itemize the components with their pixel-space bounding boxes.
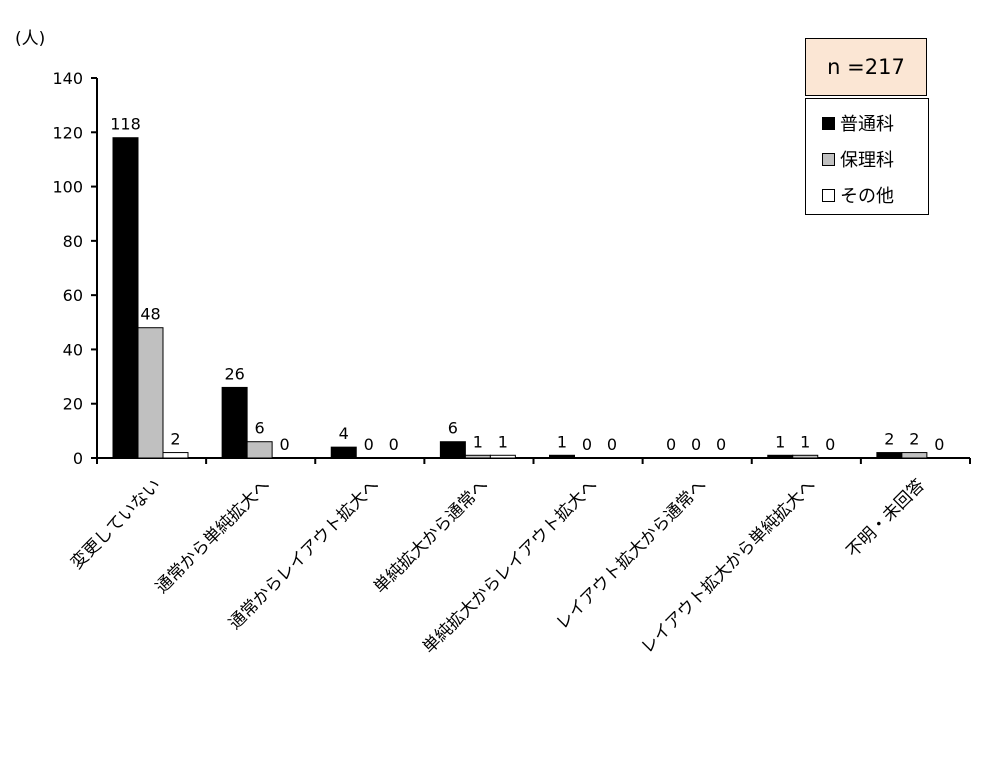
data-label: 0 [934, 435, 944, 454]
bar [439, 441, 466, 459]
legend-label-science: 保理科 [840, 150, 894, 171]
legend-swatch-general [822, 116, 835, 130]
bar [549, 454, 575, 459]
legend-item-general: 普通科 [822, 105, 928, 141]
bar [112, 137, 139, 459]
data-label: 26 [224, 364, 244, 383]
data-label: 48 [140, 305, 160, 324]
data-label: 1 [498, 432, 508, 451]
y-tick-label: 60 [63, 286, 83, 305]
data-label: 0 [389, 435, 399, 454]
legend-swatch-other [822, 188, 835, 202]
x-category-label: 変更していない [67, 475, 165, 573]
data-label: 2 [170, 430, 180, 449]
x-category-label: 単純拡大から通常へ [370, 475, 492, 597]
data-label: 0 [825, 435, 835, 454]
bar [767, 454, 794, 459]
data-label: 0 [280, 435, 290, 454]
data-label: 6 [448, 419, 458, 438]
data-label: 2 [909, 430, 919, 449]
y-tick-label: 40 [63, 340, 83, 359]
bar [246, 441, 273, 459]
data-label: 0 [582, 435, 592, 454]
y-axis-label: (人) [15, 29, 45, 49]
y-tick-label: 0 [73, 449, 83, 468]
legend-item-other: その他 [822, 177, 928, 213]
bar [330, 446, 357, 459]
data-label: 1 [775, 432, 785, 451]
data-label: 1 [800, 432, 810, 451]
legend: 普通科 保理科 その他 [805, 98, 929, 215]
data-label: 0 [716, 435, 726, 454]
data-label: 0 [666, 435, 676, 454]
bar [464, 454, 491, 459]
bar [489, 454, 516, 459]
sample-size-box: n =217 [805, 38, 927, 96]
data-label: 0 [691, 435, 701, 454]
legend-label-general: 普通科 [840, 114, 894, 135]
x-category-label: 通常から単純拡大へ [152, 475, 274, 597]
data-label: 118 [110, 115, 141, 134]
bar [162, 452, 189, 459]
bar [901, 452, 928, 459]
y-tick-label: 120 [52, 123, 83, 142]
legend-swatch-science [822, 152, 835, 166]
bar [792, 454, 819, 459]
y-tick-label: 20 [63, 395, 83, 414]
x-category-label: 単純拡大からレイアウト拡大へ [419, 475, 601, 657]
y-tick-label: 140 [52, 69, 83, 88]
legend-label-other: その他 [840, 186, 894, 207]
bar [221, 386, 248, 459]
data-label: 2 [884, 430, 894, 449]
legend-item-science: 保理科 [822, 141, 928, 177]
y-tick-label: 80 [63, 232, 83, 251]
data-label: 1 [557, 432, 567, 451]
data-label: 6 [255, 419, 265, 438]
y-tick-label: 100 [52, 178, 83, 197]
sample-size-label: n =217 [827, 55, 905, 79]
data-label: 1 [473, 432, 483, 451]
bar [137, 327, 164, 459]
x-category-label: 不明・未回答 [843, 475, 929, 561]
data-label: 0 [364, 435, 374, 454]
x-category-label: レイアウト拡大から単純拡大へ [637, 475, 819, 657]
data-label: 4 [339, 424, 349, 443]
data-label: 0 [607, 435, 617, 454]
bar [876, 452, 903, 459]
